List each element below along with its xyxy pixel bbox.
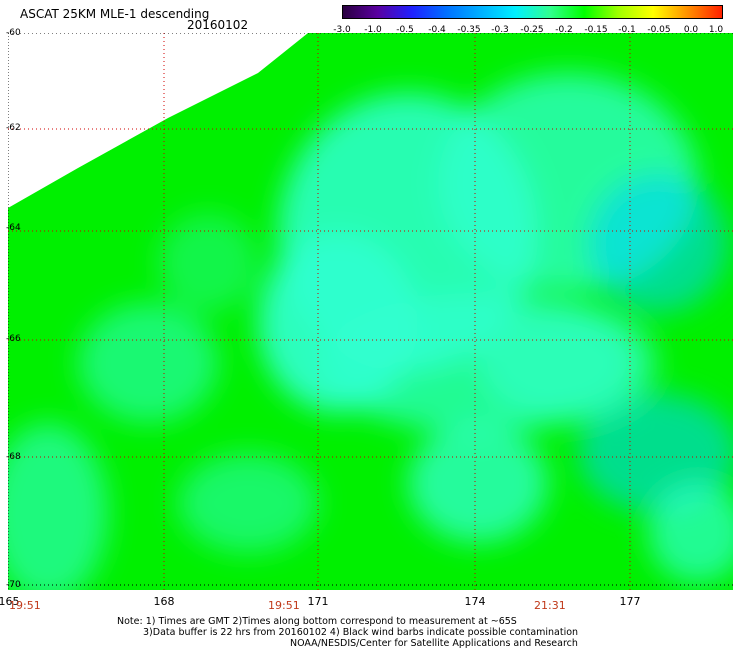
colorbar-tick-label: -0.1 <box>618 25 636 35</box>
colorbar <box>342 5 723 19</box>
lon-label: 171 <box>307 595 329 608</box>
map-date: 20160102 <box>187 18 249 32</box>
scatterometer-map <box>8 33 733 590</box>
colorbar-tick-label: 1.0 <box>708 25 724 35</box>
colorbar-tick-label: -0.25 <box>520 25 544 35</box>
colorbar-tick-label: 0.0 <box>683 25 699 35</box>
pass-time-label: 19:51 <box>268 599 300 612</box>
colorbar-tick-label: -0.15 <box>584 25 608 35</box>
lat-label: -66 <box>6 334 21 344</box>
pass-time-label: 19:51 <box>9 599 41 612</box>
colorbar-tick-label: -0.4 <box>428 25 446 35</box>
field-patch <box>8 423 108 590</box>
field-patch <box>478 303 658 423</box>
colorbar-tick-label: -0.2 <box>555 25 573 35</box>
footnote-line-2: 3)Data buffer is 22 hrs from 20160102 4)… <box>143 627 579 638</box>
field-patch <box>178 453 318 553</box>
colorbar-tick-label: -0.05 <box>647 25 671 35</box>
lon-label: 165 <box>0 595 20 608</box>
lat-label: -70 <box>6 580 21 590</box>
field-patch <box>408 423 548 543</box>
map-title: ASCAT 25KM MLE-1 descending <box>20 7 210 21</box>
lon-label: 174 <box>464 595 486 608</box>
lon-label: 177 <box>619 595 641 608</box>
footnote-line-1: Note: 1) Times are GMT 2)Times along bot… <box>117 616 517 627</box>
field-patch <box>78 303 218 423</box>
colorbar-tick-label: -0.35 <box>457 25 481 35</box>
lat-label: -68 <box>6 452 21 462</box>
colorbar-tick-label: -3.0 <box>333 25 351 35</box>
data-swath <box>8 33 733 590</box>
lon-label: 168 <box>153 595 175 608</box>
pass-time-label: 21:31 <box>534 599 566 612</box>
data-field <box>8 73 733 590</box>
colorbar-tick-label: -0.3 <box>491 25 509 35</box>
lat-label: -60 <box>6 28 21 38</box>
field-patch <box>588 173 728 313</box>
lat-lon-grid <box>8 33 733 590</box>
field-patch <box>158 213 258 313</box>
lat-label: -62 <box>6 123 21 133</box>
credit-line: NOAA/NESDIS/Center for Satellite Applica… <box>290 638 578 649</box>
field-patch <box>648 483 733 583</box>
colorbar-tick-label: -0.5 <box>396 25 414 35</box>
lat-label: -64 <box>6 223 21 233</box>
colorbar-tick-label: -1.0 <box>364 25 382 35</box>
